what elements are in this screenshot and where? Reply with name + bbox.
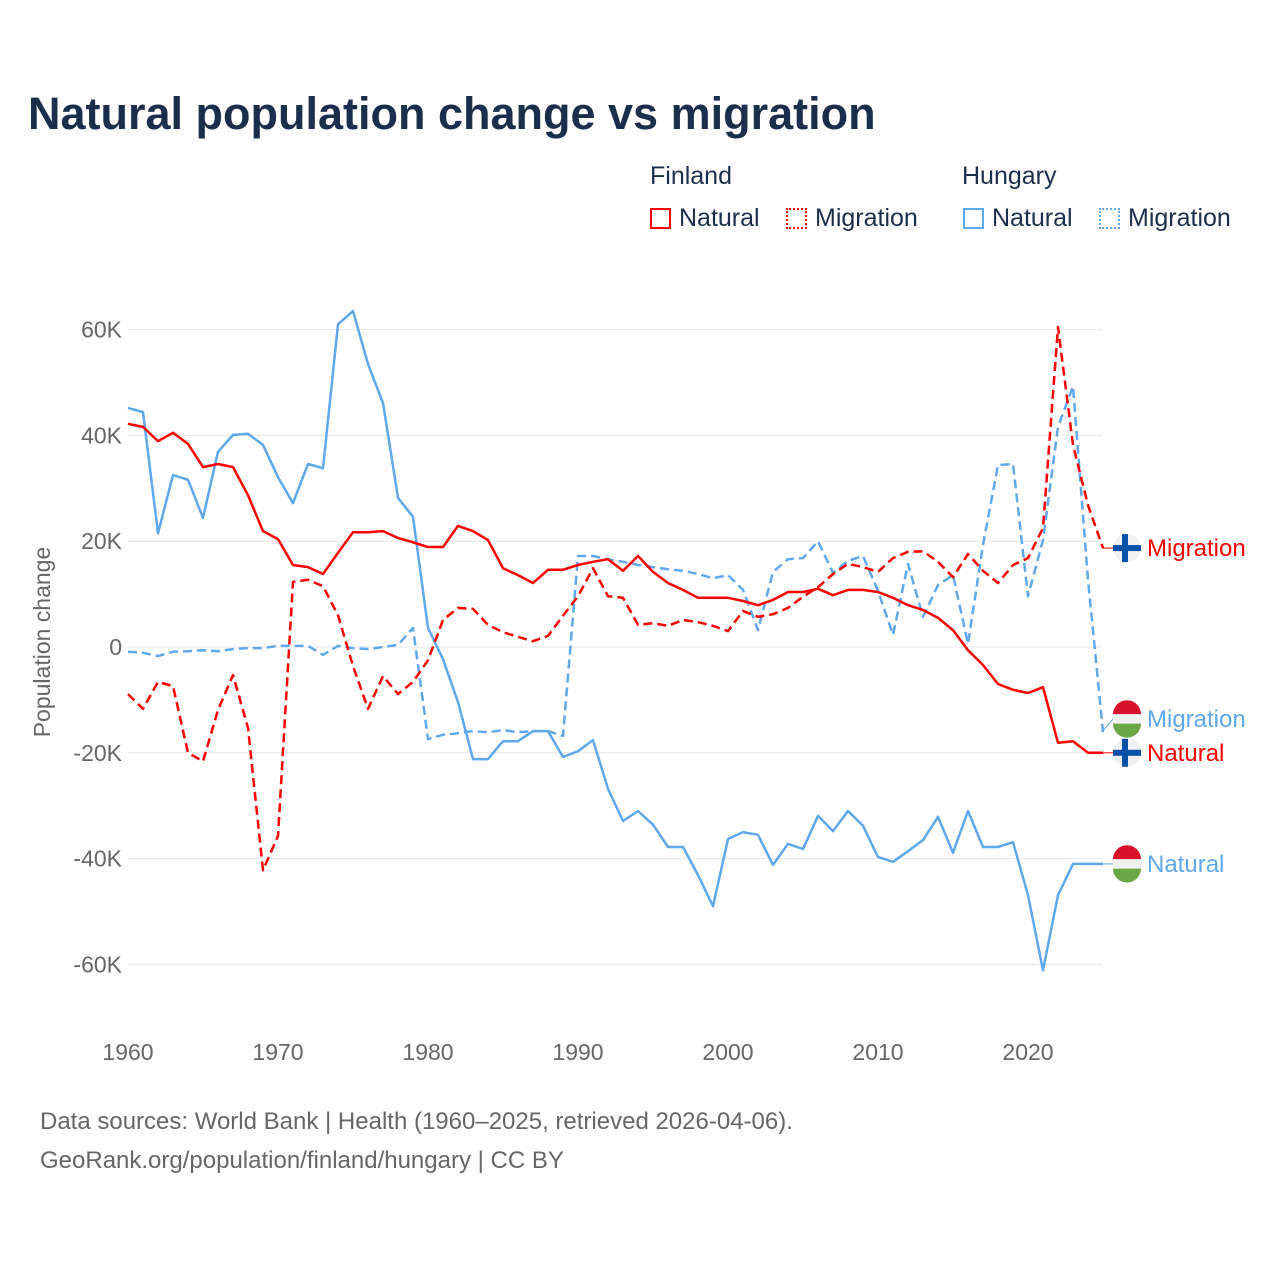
series-line-finland-natural [127, 422, 1103, 755]
hungary-flag-green [1113, 723, 1141, 738]
y-axis-label: Population change [29, 547, 55, 738]
finland-flag-cross-v [1122, 738, 1128, 767]
legend-label: Natural [992, 204, 1073, 232]
x-tick-label: 2010 [852, 1039, 903, 1065]
x-tick-label: 1960 [102, 1039, 153, 1065]
x-tick-label: 1970 [252, 1039, 303, 1065]
end-label-connector [1101, 718, 1114, 733]
x-tick-label: 1990 [552, 1039, 603, 1065]
footer-credit[interactable]: GeoRank.org/population/finland/hungary |… [40, 1147, 564, 1174]
end-label: Natural [1147, 740, 1224, 767]
y-tick-label: -60K [73, 951, 122, 977]
end-label: Migration [1147, 535, 1246, 562]
legend-swatch-dotted-blue [1099, 208, 1120, 229]
legend-finland-migration[interactable]: Migration [786, 204, 918, 233]
x-tick-label: 1980 [402, 1039, 453, 1065]
legend-hungary-migration[interactable]: Migration [1099, 204, 1231, 233]
chart-title: Natural population change vs migration [28, 88, 876, 139]
y-tick-label: -20K [73, 740, 122, 766]
end-label: Migration [1147, 706, 1246, 733]
x-tick-label: 2020 [1002, 1039, 1053, 1065]
hungary-flag-white [1113, 714, 1141, 724]
legend-label: Migration [1128, 204, 1231, 232]
y-tick-label: 0 [109, 634, 122, 660]
legend-swatch-solid-red [650, 208, 671, 229]
hungary-flag-icon [1113, 700, 1141, 715]
legend-swatch-dotted-red [786, 208, 807, 229]
hungary-flag-icon [1113, 845, 1141, 860]
legend-label: Natural [679, 204, 760, 232]
hungary-flag-white [1113, 859, 1141, 869]
legend-swatch-solid-blue [963, 208, 984, 229]
legend-finland-natural[interactable]: Natural [650, 204, 760, 233]
legend-label: Migration [815, 204, 918, 232]
legend-group-hungary: Hungary [962, 162, 1057, 190]
end-label: Natural [1147, 851, 1224, 878]
x-tick-label: 2000 [702, 1039, 753, 1065]
series-line-finland-migration [127, 325, 1105, 872]
series-line-hungary-migration [127, 384, 1105, 741]
y-tick-label: 40K [81, 422, 123, 448]
footer-source: Data sources: World Bank | Health (1960–… [40, 1108, 793, 1135]
y-tick-label: 20K [81, 528, 123, 554]
y-tick-label: -40K [73, 846, 122, 872]
y-tick-label: 60K [81, 317, 123, 343]
legend-hungary-natural[interactable]: Natural [963, 204, 1073, 233]
hungary-flag-green [1113, 868, 1141, 883]
finland-flag-cross-v [1122, 534, 1128, 563]
legend-group-finland: Finland [650, 162, 732, 190]
series-line-hungary-natural [127, 309, 1103, 972]
